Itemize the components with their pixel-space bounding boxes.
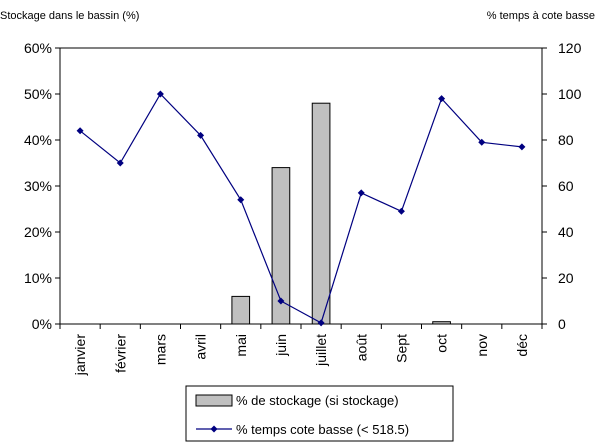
x-tick-label: Sept [393, 334, 409, 363]
x-axis: janvier février mars avril mai juin juillet aoû… [59, 324, 543, 377]
y-left-tick-label: 40% [24, 132, 52, 148]
y-right-tick-label: 80 [558, 132, 574, 148]
x-tick-label: juin [273, 334, 289, 357]
legend-bar-swatch [195, 394, 233, 407]
line-point [277, 297, 285, 305]
y-right-tick-label: 100 [558, 86, 582, 102]
y-right-axis-title: % temps à cote basse [487, 10, 595, 22]
line-point [197, 131, 205, 139]
bar [432, 321, 451, 325]
y-right-axis: 0 20 40 60 80 100 120 [542, 40, 582, 332]
legend-line-marker [210, 425, 218, 433]
y-left-axis-title: Stockage dans le bassin (%) [0, 10, 139, 22]
line-point [518, 143, 526, 151]
line-point [438, 95, 446, 103]
x-tick-label: février [112, 334, 128, 373]
x-tick-label: nov [474, 334, 490, 357]
line-point [397, 207, 405, 215]
line-point [237, 196, 245, 204]
line-point [357, 189, 365, 197]
line-point [317, 319, 325, 327]
x-tick-label: mai [233, 334, 249, 357]
legend-line-label: % temps cote basse (< 518.5) [236, 422, 409, 437]
bar [311, 102, 331, 325]
y-right-tick-label: 40 [558, 224, 574, 240]
x-tick-label: avril [193, 334, 209, 360]
legend-bar-label: % de stockage (si stockage) [236, 393, 399, 408]
bar-series [231, 102, 451, 325]
y-left-tick-label: 50% [24, 86, 52, 102]
x-tick-label: mars [152, 334, 168, 365]
x-tick-label: août [353, 334, 369, 361]
legend: % de stockage (si stockage) % temps cote… [185, 385, 454, 442]
x-tick-label: oct [434, 334, 450, 353]
x-tick-label: déc [514, 334, 530, 357]
y-left-tick-label: 60% [24, 40, 52, 56]
y-left-tick-label: 10% [24, 270, 52, 286]
bar [231, 295, 251, 325]
line-point [116, 159, 124, 167]
bar [271, 167, 291, 325]
y-left-axis: 0% 10% 20% 30% 40% 50% 60% [24, 40, 60, 332]
x-tick-label: janvier [72, 334, 88, 377]
y-right-tick-label: 120 [558, 40, 582, 56]
y-right-tick-label: 60 [558, 178, 574, 194]
line-point [156, 90, 164, 98]
y-right-tick-label: 20 [558, 270, 574, 286]
y-right-tick-label: 0 [558, 316, 566, 332]
line-series [76, 90, 526, 327]
y-left-tick-label: 30% [24, 178, 52, 194]
series-line [79, 93, 522, 324]
line-point [478, 138, 486, 146]
y-left-tick-label: 0% [32, 316, 52, 332]
line-point [76, 127, 84, 135]
plot-area [59, 47, 543, 325]
x-tick-label: juillet [313, 334, 329, 367]
y-left-tick-label: 20% [24, 224, 52, 240]
